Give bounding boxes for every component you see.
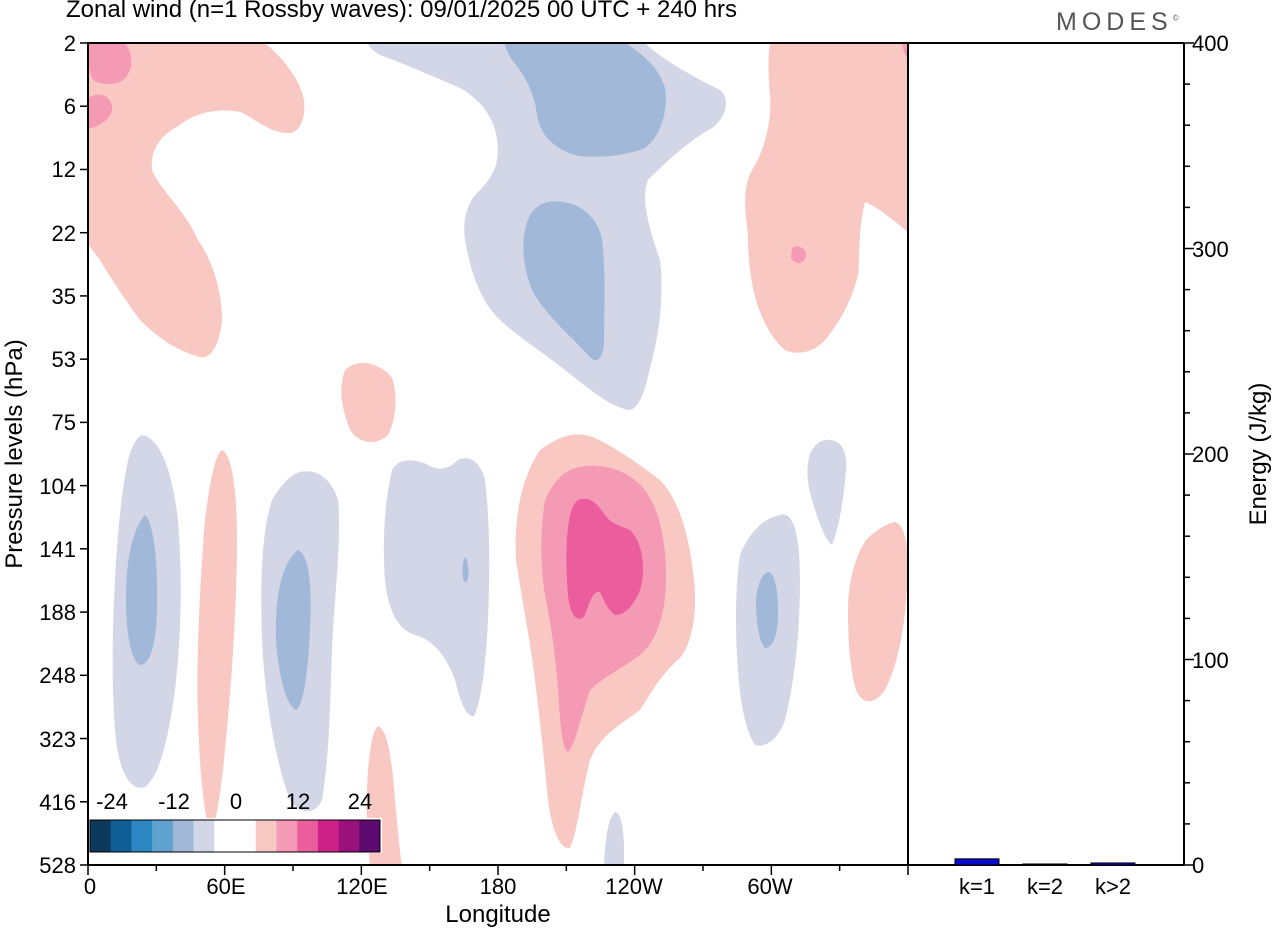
- colorbar: -24 -12 0 12 24: [88, 789, 382, 853]
- pos-region-small-blob: [341, 363, 396, 442]
- y-tick-label: 35: [52, 284, 76, 309]
- neg-region-lower-left-core: [126, 515, 158, 665]
- x-tick-label: 60E: [206, 874, 245, 899]
- energy-tick-label: 0: [1192, 853, 1204, 878]
- colorbar-swatch: [317, 820, 339, 852]
- pos-region-upper-left: [88, 43, 305, 358]
- colorbar-swatch: [214, 820, 236, 852]
- x-tick-label: 0: [84, 874, 96, 899]
- y-tick-label: 2: [64, 31, 76, 56]
- colorbar-swatch: [276, 820, 298, 852]
- y-tick-label: 188: [39, 600, 76, 625]
- brand-name: MODES: [1056, 8, 1173, 36]
- colorbar-swatch: [297, 820, 319, 852]
- pos-region-upper-right: [745, 43, 908, 353]
- energy-tick-label: 400: [1192, 31, 1229, 56]
- pos-region-lower-right: [848, 522, 908, 702]
- colorbar-swatch: [359, 820, 381, 852]
- brand-logo: MODES©: [1056, 8, 1179, 37]
- neg-region-lower-right-core: [756, 572, 778, 648]
- x-tick-label: 60W: [747, 874, 792, 899]
- energy-axis-ticks: 0 100 200 300 400 Energy (J/kg): [1184, 31, 1272, 878]
- energy-bar: [1022, 863, 1068, 866]
- pos-region-lower-centre-core: [566, 498, 643, 619]
- x-tick-label: 120E: [336, 874, 387, 899]
- colorbar-label: 12: [286, 789, 310, 814]
- y-tick-label: 416: [39, 790, 76, 815]
- pos-dot-upper-right: [791, 246, 806, 264]
- neg-region-right-small: [807, 439, 847, 545]
- colorbar-swatch: [172, 820, 194, 852]
- colorbar-label: 0: [230, 789, 242, 814]
- colorbar-label: -24: [96, 789, 128, 814]
- pos-region-upper-left-core: [88, 43, 132, 85]
- y-tick-label: 75: [52, 410, 76, 435]
- neg-region-bottom-tail: [604, 812, 624, 865]
- neg-region-lower-centre: [383, 458, 490, 717]
- colorbar-swatch: [110, 820, 132, 852]
- colorbar-label: 24: [348, 789, 372, 814]
- y-tick-label: 6: [64, 94, 76, 119]
- bar-label-k1: k=1: [959, 874, 995, 899]
- colorbar-swatch: [131, 820, 153, 852]
- bar-label-kgt2: k>2: [1095, 874, 1131, 899]
- y-tick-label: 22: [52, 221, 76, 246]
- pos-region-lower-left-thin: [197, 450, 237, 830]
- energy-tick-label: 300: [1192, 237, 1229, 262]
- y-tick-label: 528: [39, 853, 76, 878]
- neg-dot-lower-centre: [462, 557, 469, 583]
- y-tick-label: 53: [52, 347, 76, 372]
- neg-region-lower-left-2-core: [275, 550, 311, 710]
- chart-title: Zonal wind (n=1 Rossby waves): 09/01/202…: [66, 0, 738, 23]
- energy-tick-label: 100: [1192, 648, 1229, 673]
- colorbar-swatch: [338, 820, 360, 852]
- colorbar-swatch: [235, 820, 257, 852]
- y-tick-label: 323: [39, 727, 76, 752]
- energy-bar: [954, 858, 1000, 866]
- y-tick-label: 104: [39, 474, 76, 499]
- pos-region-left-edge-core: [88, 94, 113, 128]
- neg-region-upper-centre-core: [505, 43, 666, 157]
- pos-region-upper-right-edge: [902, 43, 908, 60]
- energy-bar: [1090, 862, 1136, 866]
- colorbar-swatch: [152, 820, 174, 852]
- x-tick-label: 120W: [605, 874, 663, 899]
- y-tick-label: 12: [52, 157, 76, 182]
- pressure-axis: 2 6 12 22 35 53 75 104 141 188 248 323 4…: [1, 31, 88, 878]
- brand-mark: ©: [1172, 13, 1179, 23]
- longitude-axis: 0 60E 120E 180 120W 60W Longitude: [84, 865, 909, 928]
- colorbar-swatch: [193, 820, 215, 852]
- colorbar-label: -12: [158, 789, 190, 814]
- colorbar-swatch: [90, 820, 112, 852]
- energy-bars: [954, 858, 1136, 866]
- colorbar-swatch: [255, 820, 277, 852]
- bar-label-k2: k=2: [1027, 874, 1063, 899]
- contour-fields: [88, 43, 908, 865]
- colorbar-frame: [89, 819, 381, 853]
- energy-axis-title: Energy (J/kg): [1245, 383, 1272, 526]
- energy-tick-label: 200: [1192, 442, 1229, 467]
- y-axis-title: Pressure levels (hPa): [1, 339, 28, 568]
- y-tick-label: 248: [39, 663, 76, 688]
- y-tick-label: 141: [39, 537, 76, 562]
- neg-region-mid-core: [523, 201, 605, 361]
- x-tick-label: 180: [480, 874, 517, 899]
- x-axis-title: Longitude: [445, 901, 550, 928]
